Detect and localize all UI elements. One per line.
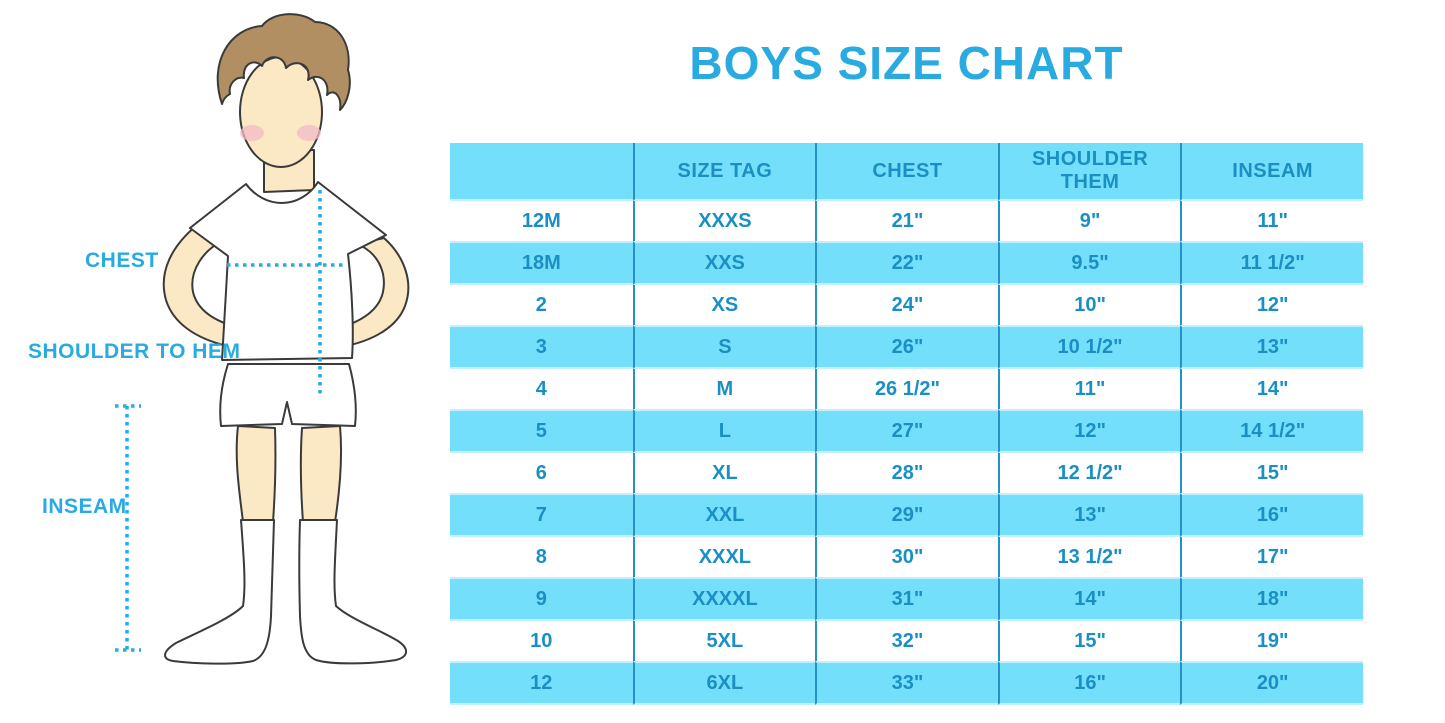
table-cell: 9.5" — [997, 241, 1181, 285]
table-cell: 12M — [521, 209, 561, 232]
label-inseam: INSEAM — [42, 495, 127, 518]
table-row: 6 XL 28" 12 1/2" 15" — [450, 453, 1363, 493]
table-cell: 28" — [815, 453, 998, 493]
table-cell: 13" — [1180, 325, 1363, 369]
column-header: CHEST — [815, 143, 998, 201]
table-cell: 18M — [450, 241, 633, 285]
boy-leg-left — [235, 425, 277, 523]
table-cell: 12 — [450, 661, 633, 705]
table-cell: 26 1/2" — [815, 369, 998, 409]
table-cell: 16" — [1180, 493, 1363, 537]
boy-cheek-right — [297, 125, 321, 141]
table-row: 4 M 26 1/2" 11" 14" — [450, 369, 1363, 409]
table-row: 12M XXXS 21" 9" 11" — [450, 201, 1363, 241]
table-cell: 14 1/2" — [1180, 409, 1363, 453]
table-cell: XXS — [632, 241, 816, 285]
table-cell: 2 — [535, 293, 547, 316]
boy-tshirt — [189, 181, 387, 361]
table-cell: 11" — [997, 369, 1181, 409]
boy-leg-right — [299, 425, 343, 523]
table-cell: 10" — [997, 285, 1181, 325]
table-cell: 14" — [997, 577, 1181, 621]
table-cell: 7 — [450, 493, 633, 537]
table-cell: 9 — [450, 577, 633, 621]
boy-cheek-left — [240, 125, 264, 141]
table-cell: 16" — [997, 661, 1181, 705]
table-cell: 24" — [815, 285, 998, 325]
table-cell: M — [632, 369, 816, 409]
table-cell: 6 — [535, 461, 547, 484]
table-cell: 10 1/2" — [997, 325, 1181, 369]
table-row: 2 XS 24" 10" 12" — [450, 285, 1363, 325]
table-row: 10 5XL 32" 15" 19" — [450, 621, 1363, 661]
table-cell: S — [632, 325, 816, 369]
table-row: 9 XXXXL 31" 14" 18" — [450, 577, 1363, 621]
table-cell: 10 — [530, 629, 553, 652]
table-cell: 5XL — [632, 621, 816, 661]
table-cell: 19" — [1180, 621, 1363, 661]
label-shoulder-to-hem: SHOULDER TO HEM — [28, 340, 241, 363]
table-cell: 11" — [1180, 201, 1363, 241]
table-cell: 31" — [815, 577, 998, 621]
table-cell: 12" — [1180, 285, 1363, 325]
table-cell: 30" — [815, 537, 998, 577]
boy-sock-right — [298, 519, 407, 665]
table-cell: XS — [632, 285, 816, 325]
table-cell: XXL — [632, 493, 816, 537]
table-cell: 14" — [1180, 369, 1363, 409]
table-row: 8 XXXL 30" 13 1/2" 17" — [450, 537, 1363, 577]
table-cell: 27" — [815, 409, 998, 453]
table-cell: 15" — [997, 621, 1181, 661]
table-cell: 5 — [450, 409, 633, 453]
table-cell: L — [632, 409, 816, 453]
table-cell: 13" — [997, 493, 1181, 537]
table-cell: 6XL — [632, 661, 816, 705]
table-cell: 21" — [815, 201, 998, 241]
table-cell: 3 — [450, 325, 633, 369]
table-cell: 15" — [1180, 453, 1363, 493]
table-cell: 13 1/2" — [997, 537, 1181, 577]
table-cell: 12 1/2" — [997, 453, 1181, 493]
table-row: 7 XXL 29" 13" 16" — [450, 493, 1363, 537]
table-cell: 9" — [997, 201, 1181, 241]
boy-sock-left — [164, 519, 275, 665]
size-table-head: SIZE TAG CHEST SHOULDER THEM INSEAM — [450, 143, 1363, 201]
header-row: SIZE TAG CHEST SHOULDER THEM INSEAM — [450, 143, 1363, 201]
boy-illustration-icon — [115, 13, 410, 665]
table-cell: 32" — [815, 621, 998, 661]
table-cell: XXXL — [632, 537, 816, 577]
column-header: SIZE TAG — [632, 143, 816, 201]
table-cell: XXXS — [632, 201, 816, 241]
table-cell: 20" — [1180, 661, 1363, 705]
table-cell: 8 — [535, 545, 547, 568]
table-cell: 18" — [1180, 577, 1363, 621]
size-table-body: 12M XXXS 21" 9" 11" 18M XXS 22" 9.5" 11 1/2" 2 XS 24… — [450, 201, 1363, 705]
size-table: SIZE TAG CHEST SHOULDER THEM INSEAM 12M XXXS… — [450, 143, 1363, 705]
table-cell: 11 1/2" — [1180, 241, 1363, 285]
table-cell: 22" — [815, 241, 998, 285]
table-row: 5 L 27" 12" 14 1/2" — [450, 409, 1363, 453]
table-row: 3 S 26" 10 1/2" 13" — [450, 325, 1363, 369]
table-cell: 33" — [815, 661, 998, 705]
table-row: 12 6XL 33" 16" 20" — [450, 661, 1363, 705]
table-row: 18M XXS 22" 9.5" 11 1/2" — [450, 241, 1363, 285]
boy-hair — [216, 13, 351, 111]
table-cell: 4 — [535, 377, 547, 400]
column-header — [450, 143, 633, 201]
boy-shorts — [219, 363, 357, 427]
table-cell: XL — [632, 453, 816, 493]
table-cell: 29" — [815, 493, 998, 537]
column-header: SHOULDER THEM — [997, 143, 1181, 201]
table-cell: 26" — [815, 325, 998, 369]
table-cell: XXXXL — [632, 577, 816, 621]
label-chest: CHEST — [85, 249, 159, 272]
measurement-figure: CHEST SHOULDER TO HEM INSEAM — [0, 0, 460, 723]
page-title: BOYS SIZE CHART — [689, 37, 1124, 89]
table-cell: 12" — [997, 409, 1181, 453]
column-header: INSEAM — [1180, 143, 1363, 201]
table-cell: 17" — [1180, 537, 1363, 577]
